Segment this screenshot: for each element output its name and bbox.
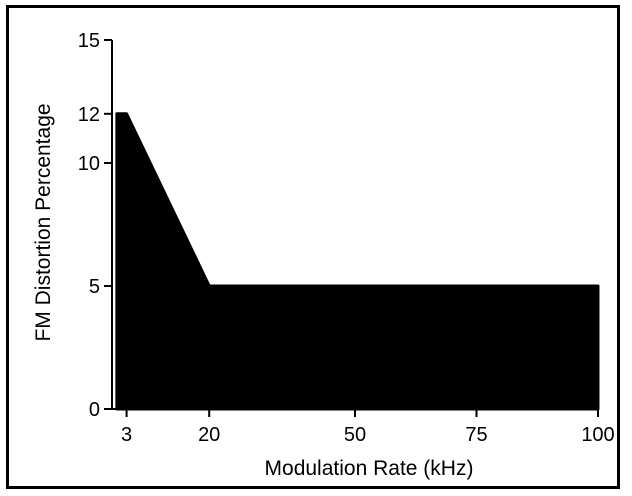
y-tick-label: 12 bbox=[78, 104, 100, 126]
x-tick-label: 20 bbox=[198, 424, 220, 446]
y-tick-label: 15 bbox=[78, 30, 100, 52]
distortion-area bbox=[115, 112, 600, 411]
y-tick-label: 5 bbox=[89, 276, 100, 298]
y-ticks: 0 5 10 12 15 bbox=[78, 30, 112, 421]
area-layer bbox=[115, 112, 600, 411]
y-axis-label: FM Distortion Percentage bbox=[32, 103, 55, 341]
x-tick-label: 3 bbox=[121, 424, 132, 446]
x-ticks: 3 20 50 75 100 bbox=[121, 409, 615, 446]
y-tick-label: 10 bbox=[78, 153, 100, 175]
chart-frame bbox=[6, 5, 620, 489]
y-tick-label: 0 bbox=[89, 399, 100, 421]
x-axis-label: Modulation Rate (kHz) bbox=[265, 457, 474, 480]
x-tick-label: 100 bbox=[581, 424, 614, 446]
x-tick-label: 50 bbox=[344, 424, 366, 446]
x-tick-label: 75 bbox=[465, 424, 487, 446]
